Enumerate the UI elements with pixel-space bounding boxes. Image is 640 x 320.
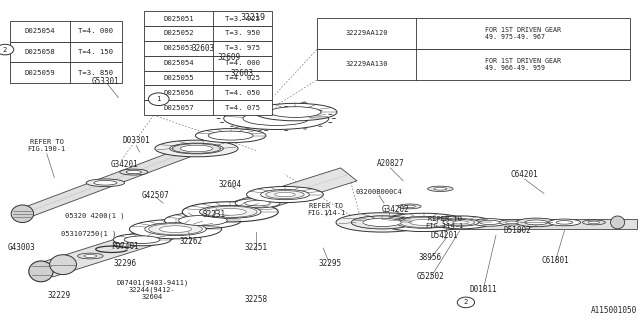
Text: D025051: D025051	[163, 16, 194, 22]
Ellipse shape	[548, 219, 580, 226]
Text: 32231: 32231	[203, 210, 226, 219]
Ellipse shape	[328, 114, 333, 115]
Text: T=4. 000: T=4. 000	[78, 28, 113, 34]
Ellipse shape	[270, 107, 321, 117]
Ellipse shape	[148, 93, 169, 106]
Ellipse shape	[243, 111, 310, 125]
Ellipse shape	[179, 215, 227, 226]
Ellipse shape	[318, 126, 323, 127]
Bar	[144, 56, 272, 71]
Ellipse shape	[410, 220, 438, 225]
Ellipse shape	[126, 171, 141, 174]
Text: REFER TO
FIG.114-1: REFER TO FIG.114-1	[307, 203, 346, 216]
Ellipse shape	[556, 221, 573, 224]
Text: 32229: 32229	[47, 292, 70, 300]
Polygon shape	[36, 168, 357, 277]
Ellipse shape	[159, 226, 191, 232]
Text: 32604: 32604	[219, 180, 242, 188]
Ellipse shape	[236, 198, 280, 208]
Ellipse shape	[148, 223, 202, 235]
Ellipse shape	[516, 218, 557, 227]
Ellipse shape	[398, 204, 421, 209]
Ellipse shape	[200, 205, 261, 218]
Ellipse shape	[120, 169, 148, 175]
Bar	[144, 26, 272, 41]
Ellipse shape	[443, 219, 479, 226]
Ellipse shape	[447, 220, 475, 225]
Polygon shape	[20, 102, 316, 217]
Ellipse shape	[86, 179, 125, 187]
Ellipse shape	[472, 219, 508, 226]
Ellipse shape	[266, 190, 304, 199]
Ellipse shape	[245, 128, 250, 129]
Bar	[144, 11, 272, 26]
Ellipse shape	[264, 106, 268, 107]
Ellipse shape	[260, 189, 309, 200]
Ellipse shape	[328, 122, 333, 123]
Bar	[10, 62, 122, 83]
Ellipse shape	[145, 223, 206, 236]
Text: C61801: C61801	[541, 256, 570, 265]
Text: D51802: D51802	[503, 226, 531, 235]
Polygon shape	[362, 219, 637, 229]
Text: 2: 2	[3, 47, 7, 52]
Text: G53301: G53301	[92, 77, 120, 86]
Text: D025059: D025059	[24, 70, 55, 76]
Text: D54201: D54201	[431, 231, 459, 240]
Text: REFER TO
FIG.190-1: REFER TO FIG.190-1	[28, 139, 66, 152]
Ellipse shape	[332, 118, 336, 119]
Ellipse shape	[220, 122, 225, 123]
Ellipse shape	[155, 140, 238, 157]
Ellipse shape	[284, 106, 289, 107]
Ellipse shape	[364, 219, 401, 226]
Text: 32609: 32609	[218, 53, 241, 62]
Ellipse shape	[77, 253, 103, 259]
Text: D01811: D01811	[469, 285, 497, 294]
Text: A20827: A20827	[376, 159, 404, 168]
Bar	[144, 85, 272, 100]
Text: D025054: D025054	[24, 28, 55, 34]
Ellipse shape	[479, 220, 500, 225]
Text: 32262: 32262	[179, 237, 202, 246]
Text: D025053: D025053	[163, 45, 194, 51]
Text: D025058: D025058	[24, 49, 55, 55]
Ellipse shape	[351, 216, 413, 229]
Text: 053107250(1 ): 053107250(1 )	[61, 230, 116, 237]
Ellipse shape	[29, 261, 53, 282]
Text: D025056: D025056	[163, 90, 194, 96]
Text: 38956: 38956	[419, 253, 442, 262]
Ellipse shape	[275, 192, 295, 197]
Ellipse shape	[94, 180, 117, 185]
Ellipse shape	[182, 202, 278, 222]
Text: 32219: 32219	[240, 13, 266, 22]
Text: T=4. 050: T=4. 050	[225, 90, 260, 96]
Text: 32258: 32258	[244, 295, 268, 304]
Ellipse shape	[380, 213, 467, 232]
Bar	[144, 100, 272, 115]
Ellipse shape	[180, 145, 212, 152]
Ellipse shape	[230, 126, 234, 127]
Ellipse shape	[506, 221, 518, 224]
Ellipse shape	[230, 110, 234, 111]
Text: 32603: 32603	[192, 44, 215, 52]
Text: 32229AA120: 32229AA120	[345, 30, 388, 36]
Ellipse shape	[404, 205, 415, 208]
Ellipse shape	[124, 236, 160, 244]
Ellipse shape	[399, 217, 448, 228]
Text: 05320 4200(1 ): 05320 4200(1 )	[65, 213, 124, 219]
Ellipse shape	[216, 118, 221, 119]
Ellipse shape	[582, 220, 605, 225]
Text: D07401(9403-9411)
32244(9412-
32604: D07401(9403-9411) 32244(9412- 32604	[116, 279, 188, 300]
Text: T=4. 075: T=4. 075	[225, 105, 260, 111]
Ellipse shape	[129, 220, 221, 239]
Ellipse shape	[114, 242, 137, 248]
Text: T=3. 975: T=3. 975	[225, 45, 260, 51]
Text: T=4. 025: T=4. 025	[225, 75, 260, 81]
Ellipse shape	[396, 217, 452, 228]
Ellipse shape	[430, 216, 492, 229]
Ellipse shape	[224, 108, 329, 130]
Text: A115001050: A115001050	[591, 306, 637, 315]
Ellipse shape	[457, 297, 474, 308]
Ellipse shape	[355, 217, 410, 228]
Text: T=3. 850: T=3. 850	[78, 70, 113, 76]
